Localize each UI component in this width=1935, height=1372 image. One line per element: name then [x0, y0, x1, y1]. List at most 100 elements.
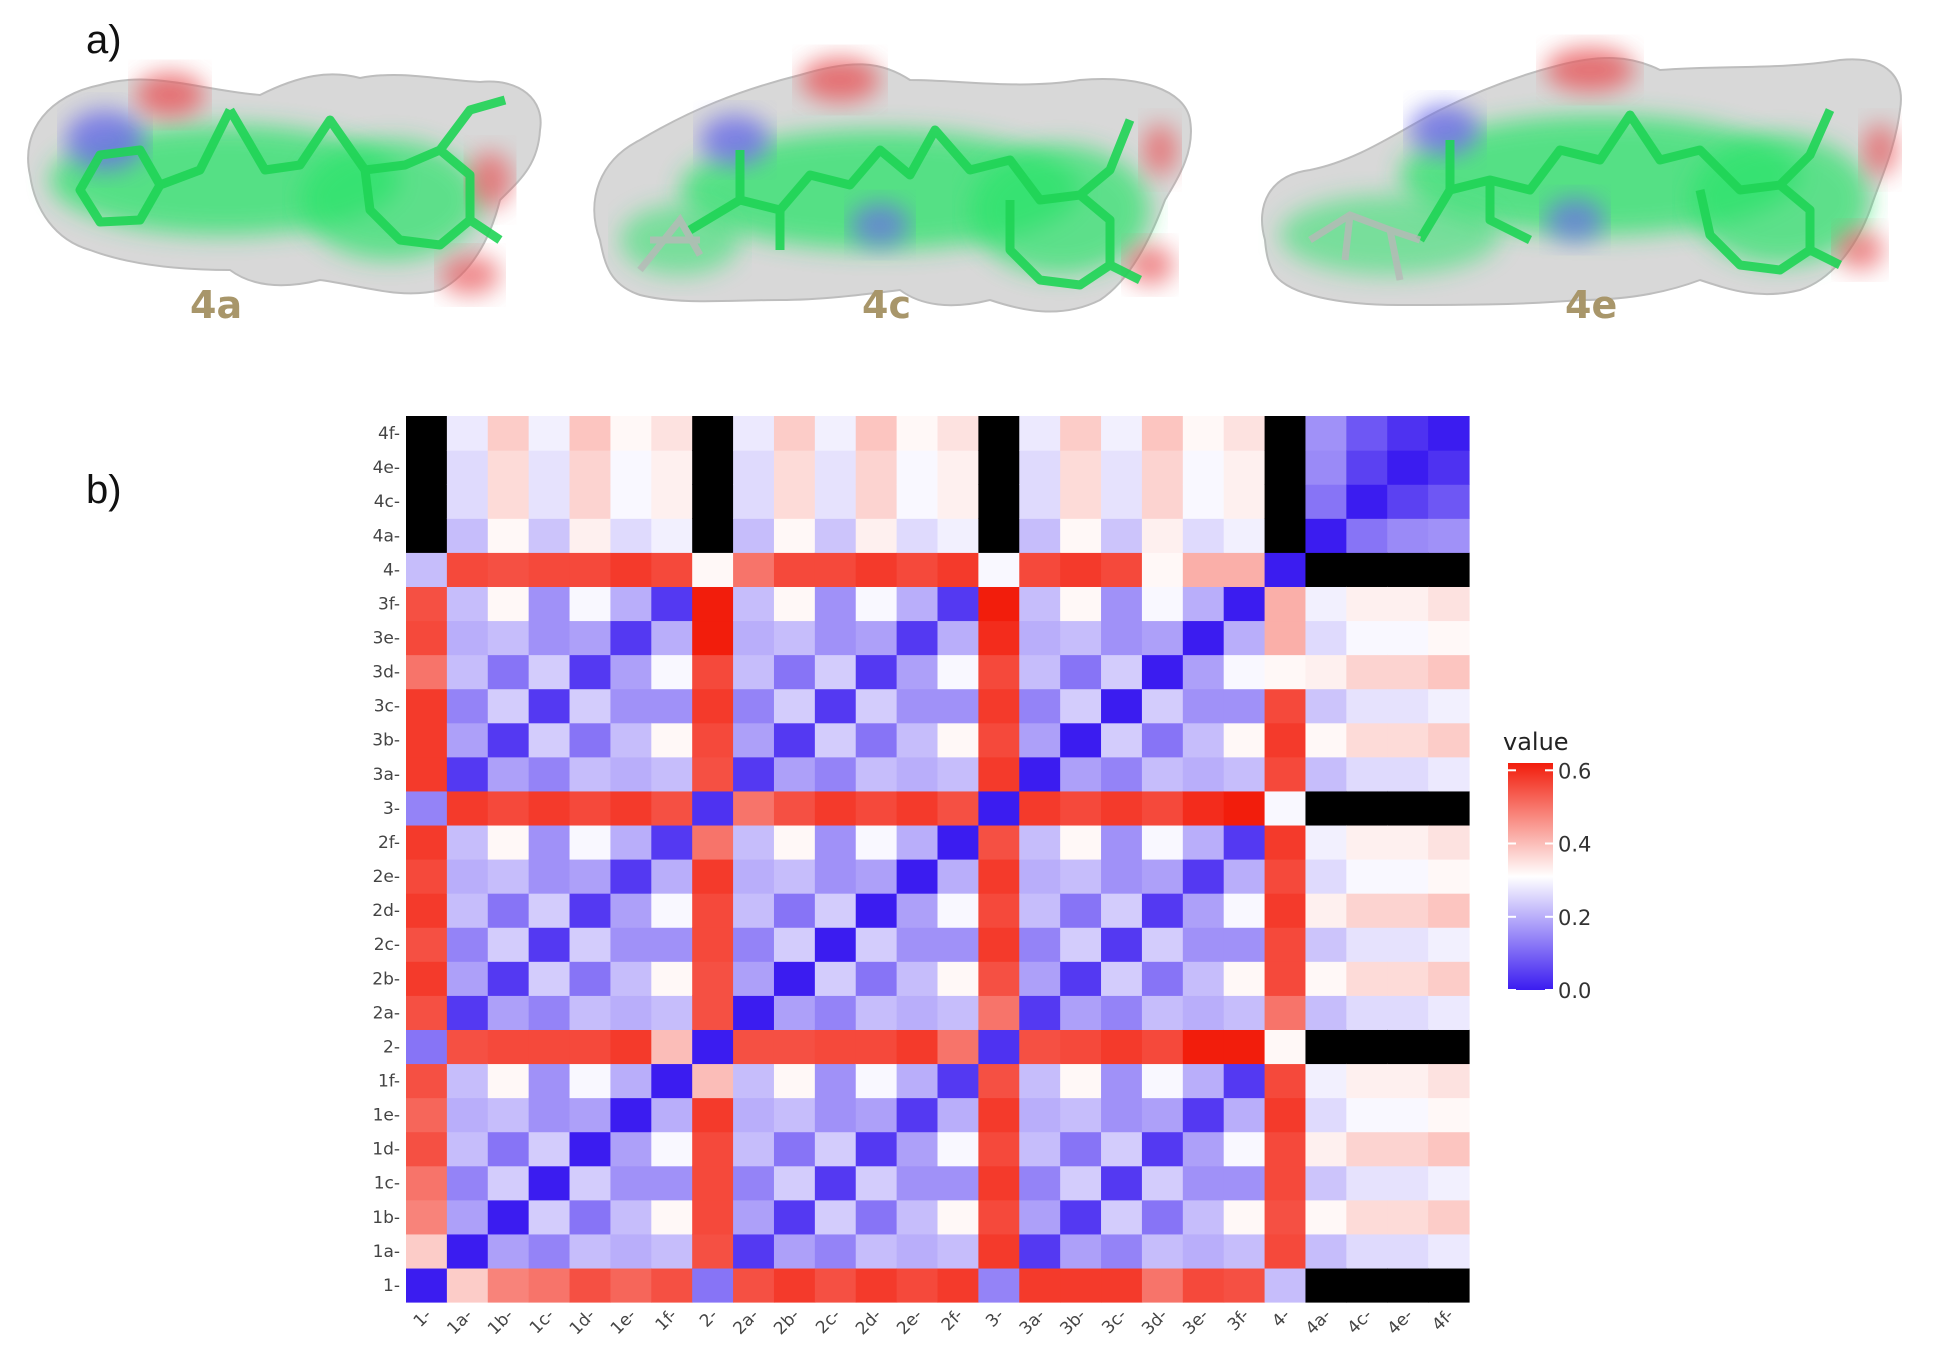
heatmap-cell-1a-3c	[446, 688, 489, 724]
heatmap-cell-4a-1b	[1305, 1199, 1347, 1235]
heatmap-cell-2e-3c	[896, 688, 939, 724]
heatmap-cell-1f-2b	[651, 961, 693, 996]
heatmap-cell-4e-3f	[1387, 586, 1429, 622]
heatmap-cell-3c-3f	[1101, 586, 1143, 622]
heatmap-cell-2b-3e	[773, 620, 816, 656]
heatmap-cell-4e-2	[1387, 1029, 1429, 1065]
heatmap-cell-2e-4c	[896, 484, 939, 519]
heatmap-cell-1b-1	[487, 1267, 530, 1303]
y-tick-label-3a: 3a-	[373, 765, 400, 785]
legend-tick-label-0.0: 0.0	[1558, 979, 1591, 1003]
heatmap-cell-2e-1	[896, 1267, 939, 1303]
heatmap-cell-2a-3d	[733, 654, 775, 690]
heatmap-cell-1b-3a	[487, 756, 530, 792]
heatmap-cell-2c-4e	[814, 450, 857, 485]
heatmap-cell-4f-4	[1428, 552, 1470, 587]
heatmap-cell-4c-2a	[1346, 995, 1388, 1030]
heatmap-cell-1f-4f	[651, 416, 693, 451]
heatmap-cell-3d-1e	[1141, 1097, 1184, 1133]
y-tick-label-4: 4-	[383, 560, 400, 580]
heatmap-cell-3e-2e	[1182, 859, 1225, 894]
heatmap-cell-3b-3e	[1060, 620, 1102, 656]
heatmap-cell-4e-1e	[1387, 1097, 1429, 1133]
heatmap-cell-4e-2c	[1387, 927, 1429, 962]
heatmap-cell-4f-2a	[1428, 995, 1470, 1030]
heatmap-cell-2d-4f	[855, 416, 898, 451]
heatmap-cell-1b-1b	[487, 1199, 530, 1235]
y-tick-label-4f: 4f-	[378, 424, 400, 444]
heatmap-cell-3a-2b	[1019, 961, 1061, 996]
heatmap-cell-3f-2f	[1223, 824, 1266, 860]
heatmap-cell-3e-4	[1182, 552, 1225, 587]
heatmap-cell-1a-1f	[446, 1063, 489, 1099]
heatmap-cell-1-3c	[406, 688, 448, 724]
heatmap-cell-2-1	[692, 1267, 734, 1303]
heatmap-cell-3d-1	[1141, 1267, 1184, 1303]
heatmap-cell-4f-2c	[1428, 927, 1470, 962]
heatmap-cell-3d-2b	[1141, 961, 1184, 996]
correlation-heatmap: 1-1a-1b-1c-1d-1e-1f-2-2a-2b-2c-2d-2e-2f-…	[372, 416, 1591, 1339]
heatmap-cell-2c-3e	[814, 620, 857, 656]
heatmap-cell-1f-3f	[651, 586, 693, 622]
heatmap-cell-1f-3b	[651, 722, 693, 758]
heatmap-cell-3a-2a	[1019, 995, 1061, 1030]
heatmap-cell-2-2c	[692, 927, 734, 962]
heatmap-cell-1d-1	[569, 1267, 612, 1303]
heatmap-cell-1e-4c	[610, 484, 652, 519]
heatmap-cell-3c-4a	[1101, 518, 1143, 553]
x-tick-label-1e: 1e-	[607, 1305, 641, 1339]
heatmap-cell-1b-1f	[487, 1063, 530, 1099]
heatmap-cell-3-4a	[978, 518, 1020, 553]
heatmap-cell-2e-4f	[896, 416, 939, 451]
heatmap-cell-2f-1b	[937, 1199, 979, 1235]
heatmap-cell-3c-1b	[1101, 1199, 1143, 1235]
heatmap-cell-3f-4c	[1223, 484, 1266, 519]
heatmap-cell-1e-1d	[610, 1131, 652, 1167]
heatmap-cell-4f-1a	[1428, 1233, 1470, 1269]
heatmap-cell-4-3d	[1264, 654, 1307, 690]
heatmap-cell-2a-4f	[733, 416, 775, 451]
heatmap-cell-1a-4a	[446, 518, 489, 553]
heatmap-cell-2a-4a	[733, 518, 775, 553]
heatmap-cell-1f-2f	[651, 824, 693, 860]
heatmap-cell-3c-4c	[1101, 484, 1143, 519]
heatmap-cell-2-3	[692, 790, 734, 826]
heatmap-cell-4c-1d	[1346, 1131, 1388, 1167]
heatmap-cell-1a-3b	[446, 722, 489, 758]
heatmap-cell-4f-2	[1428, 1029, 1470, 1065]
heatmap-cell-2a-4	[733, 552, 775, 587]
heatmap-cell-1b-4f	[487, 416, 530, 451]
heatmap-cell-2c-3d	[814, 654, 857, 690]
heatmap-cell-1e-2d	[610, 893, 652, 928]
heatmap-cell-2d-4	[855, 552, 898, 587]
heatmap-cell-2-4	[692, 552, 734, 587]
heatmap-cell-1f-4c	[651, 484, 693, 519]
heatmap-cell-1a-3e	[446, 620, 489, 656]
heatmap-cell-3a-1d	[1019, 1131, 1061, 1167]
heatmap-cell-1d-2d	[569, 893, 612, 928]
heatmap-cell-4c-4a	[1346, 518, 1388, 553]
heatmap-cell-4-2a	[1264, 995, 1307, 1030]
heatmap-cell-4e-3c	[1387, 688, 1429, 724]
heatmap-cell-4f-3c	[1428, 688, 1470, 724]
heatmap-cell-4a-1f	[1305, 1063, 1347, 1099]
heatmap-cell-1d-2e	[569, 859, 612, 894]
heatmap-cell-1-1e	[406, 1097, 448, 1133]
heatmap-cell-1e-3b	[610, 722, 652, 758]
x-tick-label-4c: 4c-	[1344, 1305, 1377, 1338]
x-tick-label-1c: 1c-	[526, 1305, 559, 1338]
heatmap-cell-3d-4f	[1141, 416, 1184, 451]
heatmap-cell-3b-4c	[1060, 484, 1102, 519]
heatmap-cell-2c-1d	[814, 1131, 857, 1167]
heatmap-cell-2a-2e	[733, 859, 775, 894]
heatmap-cell-1a-3f	[446, 586, 489, 622]
y-tick-label-1: 1-	[383, 1276, 400, 1296]
heatmap-cell-2-1c	[692, 1165, 734, 1201]
heatmap-cell-4-2c	[1264, 927, 1307, 962]
heatmap-cell-3b-2	[1060, 1029, 1102, 1065]
heatmap-cell-1f-1f	[651, 1063, 693, 1099]
heatmap-cell-2a-1d	[733, 1131, 775, 1167]
heatmap-cell-3f-2	[1223, 1029, 1266, 1065]
heatmap-cell-4a-2b	[1305, 961, 1347, 996]
heatmap-cell-4f-3d	[1428, 654, 1470, 690]
